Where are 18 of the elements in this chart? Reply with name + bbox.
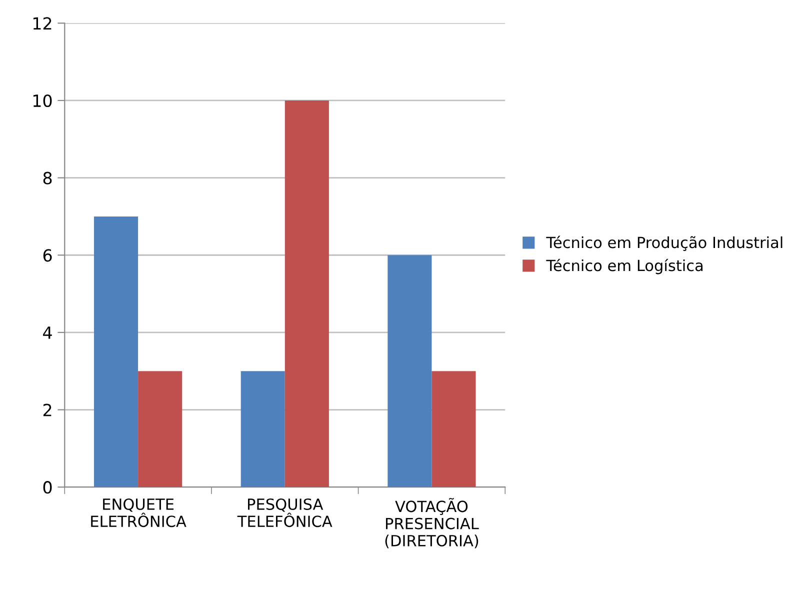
legend-label: Técnico em Produção Industrial xyxy=(546,236,782,251)
y-tick-label: 12 xyxy=(33,17,52,30)
bar xyxy=(432,371,476,488)
bar xyxy=(240,371,285,488)
y-tick-label: 8 xyxy=(43,172,52,184)
legend-label: Técnico em Logística xyxy=(546,258,703,274)
bar xyxy=(284,100,329,488)
x-tick-label: PESQUISA TELEFÔNICA xyxy=(237,498,332,528)
y-tick-label: 2 xyxy=(43,404,52,416)
x-tick-label: VOTAÇÃO PRESENCIAL (DIRETORIA) xyxy=(385,498,479,548)
y-tick-label: 6 xyxy=(43,249,52,262)
bar xyxy=(138,371,182,488)
bar xyxy=(94,216,138,488)
x-tick-label: ENQUETE ELETRÔNICA xyxy=(91,498,186,528)
y-tick-label: 4 xyxy=(43,326,52,339)
bar xyxy=(388,255,432,488)
y-tick-label: 0 xyxy=(43,481,52,494)
y-tick-label: 10 xyxy=(33,94,52,108)
